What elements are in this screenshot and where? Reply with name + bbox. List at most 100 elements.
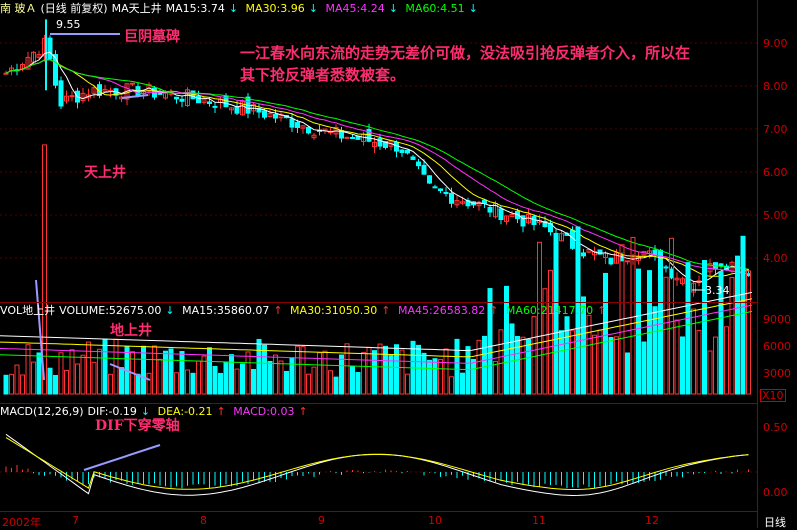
volume-ma-line-1 — [0, 298, 753, 358]
volume-bar — [196, 360, 201, 395]
price-panel-header: 南 玻Ａ (日线 前复权) MA天上井 MA15:3.74 ↓ MA30:3.96 ↓ M… — [0, 1, 482, 17]
candle-body — [674, 277, 680, 281]
price-tick: 5.00 — [763, 209, 788, 222]
volume-bar — [416, 344, 421, 395]
volume-bar — [339, 354, 344, 395]
candle-body — [311, 134, 317, 139]
price-tick: 7.00 — [763, 123, 788, 136]
volume-bar — [223, 361, 229, 395]
volume-bar — [229, 354, 234, 395]
volume-title: VOL地上井 — [0, 304, 56, 317]
candle-body — [289, 118, 295, 128]
volume-bar — [482, 335, 487, 395]
up-arrow-icon: ↑ — [597, 304, 607, 317]
volume-bar — [306, 373, 311, 395]
panel-divider — [0, 511, 757, 512]
vol-ma15-readout: MA15:35860.07 — [182, 304, 270, 317]
volume-bar — [245, 351, 251, 395]
volume-bar — [559, 330, 564, 395]
down-arrow-icon: ↓ — [140, 405, 151, 418]
dif-readout: DIF:-0.19 — [87, 405, 137, 418]
volume-bar — [526, 338, 531, 395]
volume-bar — [388, 355, 394, 395]
volume-bar — [20, 374, 25, 395]
chart-settings: (日线 前复权) — [40, 2, 108, 15]
dea-readout: DEA:-0.21 — [157, 405, 213, 418]
volume-bar — [460, 372, 465, 395]
x-axis-label: 10 — [428, 514, 442, 527]
volume-readout: VOLUME:52675.00 — [59, 304, 162, 317]
volume-bar — [350, 365, 355, 395]
volume-bar — [454, 338, 460, 395]
volume-bar — [487, 288, 493, 395]
volume-bar — [25, 344, 31, 395]
candle-body — [427, 175, 432, 184]
volume-bar — [504, 285, 509, 395]
macd-tick: 0.00 — [763, 486, 788, 499]
volume-bar — [256, 338, 262, 395]
volume-bar — [58, 352, 64, 395]
candle-body — [421, 164, 427, 175]
volume-bar — [438, 358, 443, 395]
volume-bar — [674, 319, 680, 395]
candle-body — [476, 201, 482, 207]
x-axis-label: 12 — [645, 514, 659, 527]
volume-bar — [383, 345, 388, 395]
annotation-sky-well: 天上井 — [84, 165, 126, 181]
volume-bar — [80, 354, 86, 395]
x-axis-label: 7 — [72, 514, 79, 527]
candle-body — [372, 141, 377, 148]
candle-body — [449, 192, 454, 204]
volume-bar — [152, 345, 157, 395]
ma15-line — [5, 51, 749, 283]
volume-bar — [443, 348, 449, 395]
annotation-commentary: 一江春水向东流的走势无差价可做，没法吸引抢反弹者介入，所以在其下抢反弹者悉数被套… — [240, 44, 691, 84]
volume-bar — [515, 335, 520, 395]
candle-body — [394, 141, 399, 152]
candle-body — [31, 51, 36, 63]
candle-body — [652, 249, 658, 256]
candle-body — [300, 125, 306, 129]
candle-body — [586, 249, 592, 253]
volume-bar — [190, 372, 196, 395]
price-tick: 9.00 — [763, 37, 788, 50]
volume-unit: X10 — [760, 389, 786, 402]
candle-body — [86, 94, 91, 99]
candle-body — [608, 257, 614, 265]
candle-body — [262, 110, 267, 118]
dea-line — [5, 437, 749, 490]
candle-body — [36, 54, 42, 58]
ma30-readout: MA30:3.96 — [245, 2, 305, 15]
volume-bar — [9, 373, 14, 395]
volume-bar — [608, 336, 614, 395]
up-arrow-icon: ↑ — [273, 304, 283, 317]
volume-bar — [47, 367, 53, 395]
volume-bar — [707, 350, 713, 395]
vol-ma30-readout: MA30:31050.30 — [290, 304, 378, 317]
candle-body — [438, 188, 443, 191]
volume-bar — [174, 372, 179, 395]
volume-bar — [586, 314, 592, 395]
candle-body — [553, 232, 559, 241]
candle-body — [295, 122, 300, 128]
volume-bar — [64, 369, 69, 395]
volume-bar — [405, 373, 410, 395]
volume-bar — [663, 276, 669, 395]
panel-divider — [0, 302, 757, 303]
volume-bar — [471, 358, 476, 395]
volume-panel-header: VOL地上井 VOLUME:52675.00 ↓ MA15:35860.07 ↑ MA… — [0, 303, 610, 319]
candle-body — [405, 149, 410, 154]
x-axis-label: 2002年 — [2, 516, 41, 529]
candle-body — [306, 126, 311, 134]
annotation-ground-well: 地上井 — [110, 323, 152, 339]
volume-bar — [691, 308, 696, 395]
price-tick: 6.00 — [763, 166, 788, 179]
period-label: 日线 — [764, 516, 786, 529]
candle-body — [201, 98, 207, 103]
ma60-readout: MA60:4.51 — [405, 2, 465, 15]
volume-bar — [3, 374, 9, 395]
candle-body — [509, 213, 515, 218]
volume-bar — [14, 364, 20, 395]
